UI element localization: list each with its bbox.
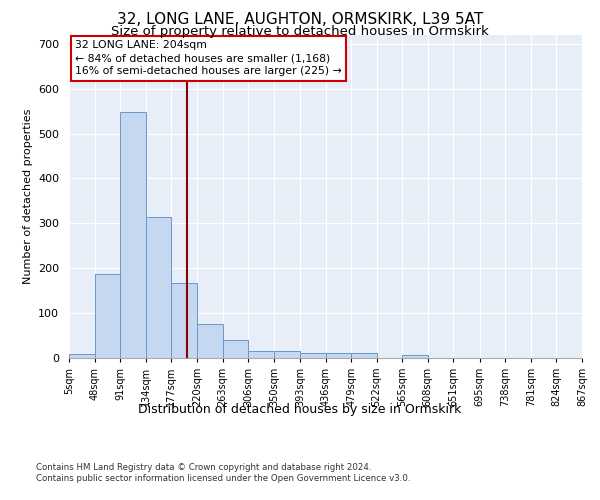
Bar [248,351,274,358]
Bar [402,356,428,358]
Bar [197,324,223,358]
Text: Distribution of detached houses by size in Ormskirk: Distribution of detached houses by size … [139,402,461,415]
Text: Contains public sector information licensed under the Open Government Licence v3: Contains public sector information licen… [36,474,410,483]
Bar [223,340,248,357]
Bar [95,274,120,357]
Bar [146,218,172,358]
Text: Size of property relative to detached houses in Ormskirk: Size of property relative to detached ho… [111,25,489,38]
Bar [172,282,197,358]
Bar [351,353,377,358]
Bar [300,353,325,358]
Y-axis label: Number of detached properties: Number of detached properties [23,108,32,284]
Bar [325,353,351,358]
Text: 32 LONG LANE: 204sqm
← 84% of detached houses are smaller (1,168)
16% of semi-de: 32 LONG LANE: 204sqm ← 84% of detached h… [75,40,342,76]
Text: 32, LONG LANE, AUGHTON, ORMSKIRK, L39 5AT: 32, LONG LANE, AUGHTON, ORMSKIRK, L39 5A… [117,12,483,28]
Bar [274,351,300,358]
Text: Contains HM Land Registry data © Crown copyright and database right 2024.: Contains HM Land Registry data © Crown c… [36,462,371,471]
Bar [120,112,146,358]
Bar [69,354,95,358]
